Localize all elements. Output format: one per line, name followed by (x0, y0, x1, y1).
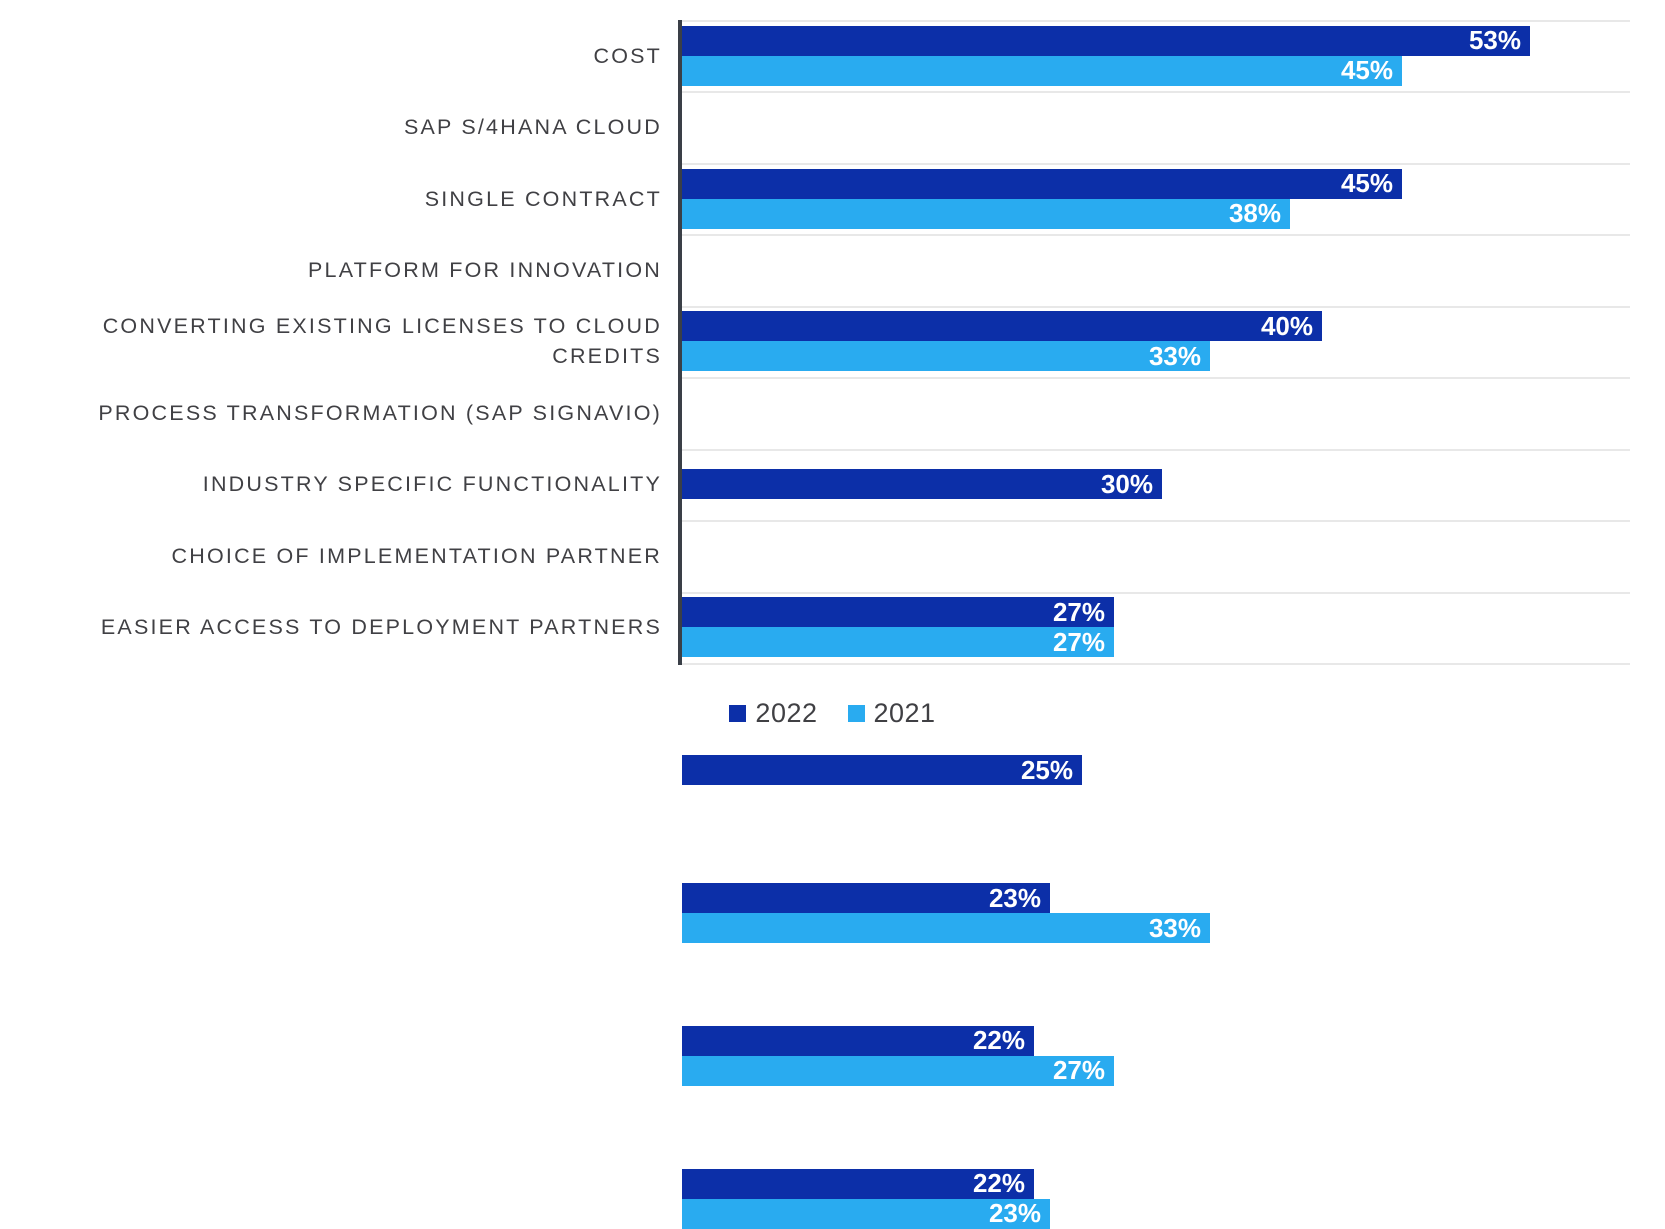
bar-group: 23% 33% (682, 883, 1210, 943)
category-label: PLATFORM FOR INNOVATION (308, 258, 662, 283)
gridline (680, 663, 1630, 665)
gridline (680, 234, 1630, 237)
category-axis-line (678, 20, 682, 665)
legend-label: 2022 (755, 698, 818, 728)
chart-row: PROCESS TRANSFORMATION (SAP SIGNAVIO) 25% (0, 377, 1665, 786)
category-label: INDUSTRY SPECIFIC FUNCTIONALITY (202, 472, 662, 497)
horizontal-bar-chart: COST 53% 45% SAP S/4HANA CLOUD 45% 38% SINGLE … (0, 20, 1665, 1229)
bar-group: 53% 45% (682, 25, 1530, 86)
bar-value-label: 45% (1340, 168, 1393, 199)
bar-value-label: 53% (1468, 25, 1521, 56)
chart-row: SAP S/4HANA CLOUD 45% 38% (0, 91, 1665, 229)
bar-2022[interactable]: 30% (682, 468, 1162, 500)
category-label: EASIER ACCESS TO DEPLOYMENT PARTNERS (100, 615, 662, 640)
bar-2021[interactable]: 45% (682, 55, 1402, 86)
square-swatch-icon (847, 705, 865, 722)
chart-row: INDUSTRY SPECIFIC FUNCTIONALITY 23% 33% (0, 449, 1665, 943)
bar-2022[interactable]: 40% (682, 310, 1322, 342)
chart-rows: COST 53% 45% SAP S/4HANA CLOUD 45% 38% SINGLE … (0, 20, 1665, 1229)
bar-group: 22% 27% (682, 1025, 1114, 1086)
gridline (680, 377, 1630, 380)
bar-value-label: 23% (988, 1198, 1041, 1229)
bar-group: 25% (682, 754, 1082, 786)
chart-row: CONVERTING EXISTING LICENSES TO CLOUD CR… (0, 306, 1665, 658)
bar-value-label: 33% (1148, 912, 1201, 943)
bar-2021[interactable]: 33% (682, 340, 1210, 372)
gridline (680, 305, 1630, 308)
bar-value-label: 30% (1100, 468, 1153, 499)
bar-2021[interactable]: 33% (682, 913, 1210, 943)
bar-2022[interactable]: 27% (682, 596, 1114, 628)
bar-2021[interactable]: 38% (682, 198, 1290, 229)
bar-value-label: 27% (1052, 596, 1105, 627)
gridline (680, 20, 1630, 22)
bar-value-label: 38% (1228, 198, 1281, 229)
gridline (680, 448, 1630, 451)
square-swatch-icon (729, 705, 747, 722)
bar-value-label: 40% (1260, 310, 1313, 341)
legend-item-2021[interactable]: 2021 (847, 698, 936, 729)
chart-row: PLATFORM FOR INNOVATION 30% (0, 234, 1665, 500)
category-label: CONVERTING EXISTING LICENSES TO CLOUD CR… (102, 314, 662, 369)
legend-label: 2021 (873, 698, 936, 728)
bar-group: 30% (682, 468, 1162, 500)
bar-2022[interactable]: 53% (682, 25, 1530, 56)
bar-value-label: 23% (988, 882, 1041, 913)
bar-value-label: 27% (1052, 1055, 1105, 1086)
gridline (680, 520, 1630, 523)
bar-2022[interactable]: 23% (682, 883, 1050, 913)
plot-area: COST 53% 45% SAP S/4HANA CLOUD 45% 38% SINGLE … (0, 20, 1665, 1229)
bar-2021[interactable]: 23% (682, 1198, 1050, 1229)
bar-2022[interactable]: 45% (682, 168, 1402, 199)
category-label: COST (593, 43, 662, 68)
bar-value-label: 27% (1052, 626, 1105, 657)
bar-2022[interactable]: 22% (682, 1025, 1034, 1056)
bar-value-label: 45% (1340, 55, 1393, 86)
bar-2021[interactable]: 27% (682, 626, 1114, 658)
chart-legend: 2022 2021 (0, 698, 1665, 729)
bar-value-label: 33% (1148, 340, 1201, 371)
chart-row: CHOICE OF IMPLEMENTATION PARTNER 22% 27% (0, 520, 1665, 1086)
category-label: SAP S/4HANA CLOUD (403, 115, 662, 140)
bar-value-label: 22% (972, 1025, 1025, 1056)
bar-value-label: 22% (972, 1168, 1025, 1199)
gridline (680, 591, 1630, 594)
category-label: SINGLE CONTRACT (424, 186, 662, 211)
bar-group: 27% 27% (682, 596, 1114, 658)
chart-row: SINGLE CONTRACT 40% 33% (0, 163, 1665, 372)
bar-2022[interactable]: 22% (682, 1168, 1034, 1199)
chart-row: COST 53% 45% (0, 20, 1665, 91)
gridline (680, 162, 1630, 165)
gridline (680, 91, 1630, 94)
gridlines (680, 20, 1630, 665)
bar-value-label: 25% (1020, 754, 1073, 785)
category-label: PROCESS TRANSFORMATION (SAP SIGNAVIO) (98, 400, 662, 425)
bar-2021[interactable]: 27% (682, 1055, 1114, 1086)
chart-row: EASIER ACCESS TO DEPLOYMENT PARTNERS 22% 2… (0, 592, 1665, 1229)
category-label: CHOICE OF IMPLEMENTATION PARTNER (171, 543, 662, 568)
bar-group: 22% 23% (682, 1168, 1050, 1229)
legend-item-2022[interactable]: 2022 (729, 698, 817, 729)
bar-2022[interactable]: 25% (682, 754, 1082, 786)
bar-group: 45% 38% (682, 168, 1402, 229)
bar-group: 40% 33% (682, 310, 1322, 372)
